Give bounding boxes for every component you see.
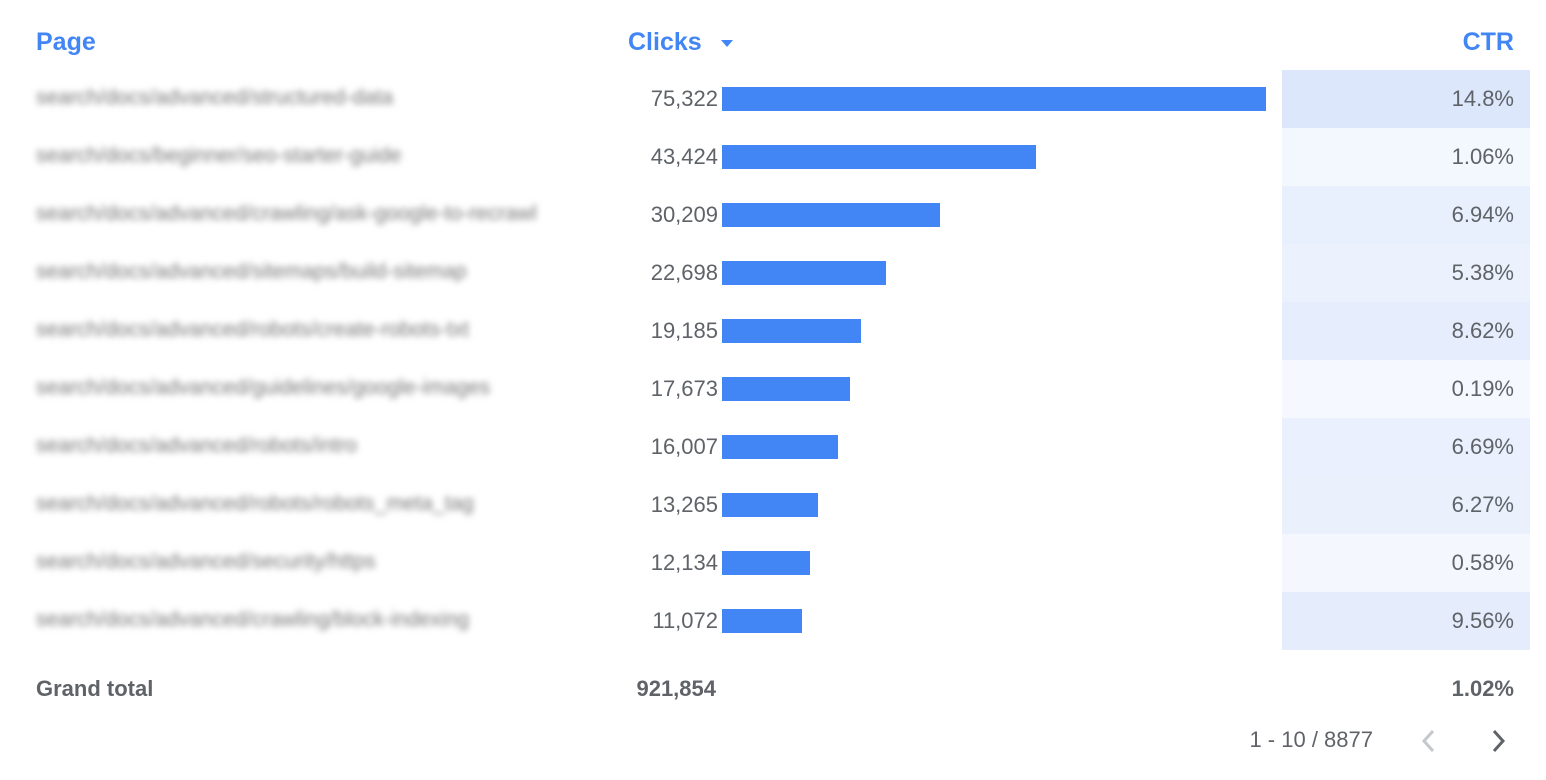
page-url: search/docs/advanced/structured-data bbox=[36, 86, 394, 109]
table-row[interactable]: search/docs/advanced/security/https 12,1… bbox=[0, 534, 1546, 592]
page-url: search/docs/advanced/robots/robots_meta_… bbox=[36, 492, 474, 515]
ctr-cell: 6.94% bbox=[1282, 186, 1530, 244]
next-page-button[interactable] bbox=[1484, 724, 1514, 758]
ctr-value: 0.19% bbox=[1451, 376, 1514, 401]
pagination-range: 1 - 10 / 8877 bbox=[1249, 727, 1373, 752]
table-row[interactable]: search/docs/advanced/crawling/block-inde… bbox=[0, 592, 1546, 650]
ctr-value: 8.62% bbox=[1451, 318, 1514, 343]
ctr-cell: 8.62% bbox=[1282, 302, 1530, 360]
ctr-value: 14.8% bbox=[1451, 86, 1514, 111]
page-url: search/docs/advanced/guidelines/google-i… bbox=[36, 376, 491, 399]
ctr-cell: 9.56% bbox=[1282, 592, 1530, 650]
page-url: search/docs/advanced/sitemaps/build-site… bbox=[36, 260, 467, 283]
ctr-value: 1.06% bbox=[1451, 144, 1514, 169]
page-url: search/docs/beginner/seo-starter-guide bbox=[36, 144, 402, 167]
table-row[interactable]: search/docs/advanced/sitemaps/build-site… bbox=[0, 244, 1546, 302]
column-header-clicks-label: Clicks bbox=[628, 28, 702, 56]
clicks-value: 16,007 bbox=[650, 434, 718, 459]
clicks-bar bbox=[722, 493, 818, 517]
prev-page-button[interactable] bbox=[1414, 724, 1444, 758]
clicks-value: 11,072 bbox=[652, 608, 718, 633]
clicks-value: 43,424 bbox=[650, 144, 718, 169]
chevron-left-icon bbox=[1421, 729, 1435, 753]
grand-total-clicks: 921,854 bbox=[636, 676, 716, 701]
table-row[interactable]: search/docs/advanced/robots/intro 16,007… bbox=[0, 418, 1546, 476]
ctr-cell: 6.69% bbox=[1282, 418, 1530, 476]
table-row[interactable]: search/docs/advanced/robots/robots_meta_… bbox=[0, 476, 1546, 534]
grand-total-ctr: 1.02% bbox=[1451, 676, 1514, 701]
clicks-value: 13,265 bbox=[650, 492, 718, 517]
clicks-bar bbox=[722, 87, 1266, 111]
clicks-bar bbox=[722, 203, 941, 227]
column-header-page[interactable]: Page bbox=[36, 28, 96, 56]
clicks-value: 75,322 bbox=[650, 86, 718, 111]
column-header-ctr[interactable]: CTR bbox=[1462, 28, 1514, 56]
table-row[interactable]: search/docs/advanced/structured-data 75,… bbox=[0, 70, 1546, 128]
ctr-value: 6.69% bbox=[1451, 434, 1514, 459]
ctr-cell: 0.19% bbox=[1282, 360, 1530, 418]
clicks-bar bbox=[722, 551, 810, 575]
clicks-value: 22,698 bbox=[650, 260, 718, 285]
clicks-value: 12,134 bbox=[650, 550, 718, 575]
ctr-cell: 0.58% bbox=[1282, 534, 1530, 592]
ctr-cell: 14.8% bbox=[1282, 70, 1530, 128]
ctr-value: 6.27% bbox=[1451, 492, 1514, 517]
clicks-bar bbox=[722, 261, 886, 285]
clicks-value: 17,673 bbox=[650, 376, 718, 401]
ctr-value: 5.38% bbox=[1451, 260, 1514, 285]
chevron-right-icon bbox=[1492, 729, 1506, 753]
page-url: search/docs/advanced/robots/intro bbox=[36, 434, 358, 457]
column-header-clicks[interactable]: Clicks bbox=[628, 28, 735, 57]
page-url: search/docs/advanced/robots/create-robot… bbox=[36, 318, 470, 341]
clicks-bar bbox=[722, 145, 1036, 169]
clicks-bar bbox=[722, 609, 802, 633]
ctr-cell: 6.27% bbox=[1282, 476, 1530, 534]
clicks-bar bbox=[722, 435, 838, 459]
table-row[interactable]: search/docs/advanced/guidelines/google-i… bbox=[0, 360, 1546, 418]
page-url: search/docs/advanced/crawling/block-inde… bbox=[36, 608, 470, 631]
ctr-cell: 1.06% bbox=[1282, 128, 1530, 186]
ctr-value: 0.58% bbox=[1451, 550, 1514, 575]
triangle-down-icon bbox=[720, 40, 733, 48]
clicks-bar bbox=[722, 319, 861, 343]
ctr-value: 9.56% bbox=[1451, 608, 1514, 633]
table-row[interactable]: search/docs/advanced/crawling/ask-google… bbox=[0, 186, 1546, 244]
grand-total-label: Grand total bbox=[36, 676, 154, 701]
table-row[interactable]: search/docs/beginner/seo-starter-guide 4… bbox=[0, 128, 1546, 186]
page-url: search/docs/advanced/security/https bbox=[36, 550, 376, 573]
clicks-value: 19,185 bbox=[650, 318, 718, 343]
clicks-bar bbox=[722, 377, 850, 401]
page-url: search/docs/advanced/crawling/ask-google… bbox=[36, 202, 537, 225]
ctr-value: 6.94% bbox=[1451, 202, 1514, 227]
table-row[interactable]: search/docs/advanced/robots/create-robot… bbox=[0, 302, 1546, 360]
ctr-cell: 5.38% bbox=[1282, 244, 1530, 302]
clicks-value: 30,209 bbox=[650, 202, 718, 227]
